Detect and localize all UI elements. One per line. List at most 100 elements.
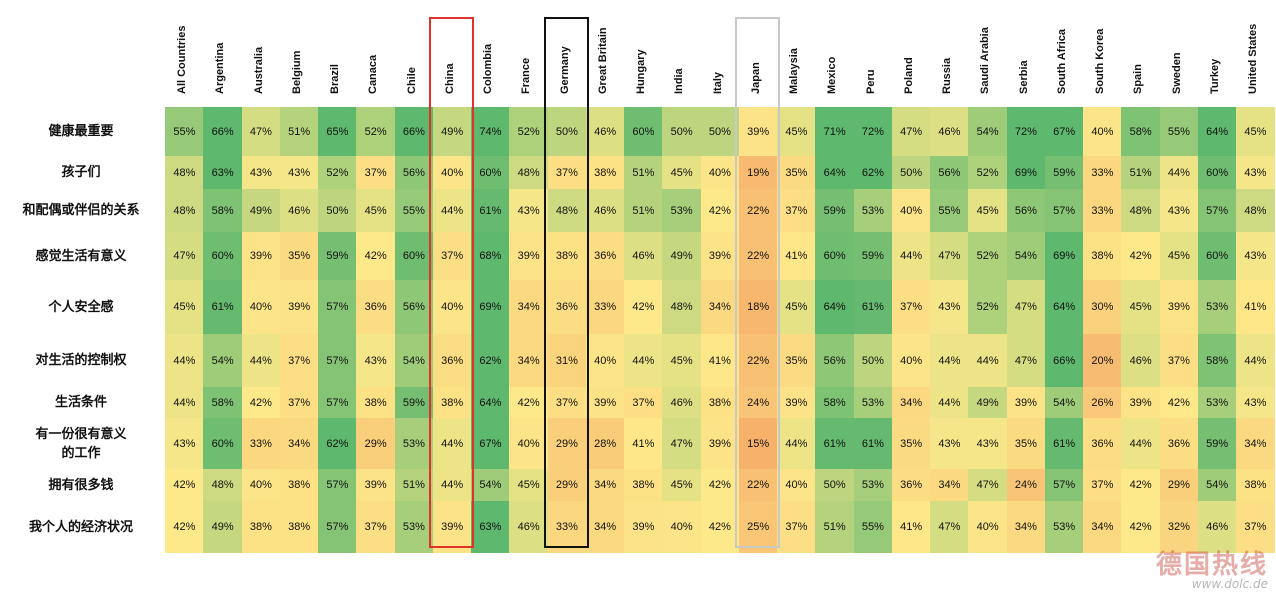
column-header-label: Brazil	[329, 64, 342, 94]
row-label: 孩子们	[61, 165, 101, 180]
heatmap-cell: 40%	[509, 418, 548, 469]
heatmap-cell: 51%	[624, 189, 663, 232]
heatmap-cell: 41%	[624, 418, 663, 469]
heatmap-cell: 41%	[891, 501, 931, 553]
heatmap-cell: 24%	[1006, 469, 1046, 501]
heatmap-cell: 50%	[815, 469, 854, 501]
column-header-label: Mexico	[826, 56, 839, 94]
heatmap-cell: 52%	[509, 107, 548, 156]
heatmap-cell: 33%	[1083, 189, 1122, 232]
heatmap-cell: 50%	[700, 107, 740, 156]
heatmap-cell: 54%	[203, 334, 242, 387]
heatmap-cell: 43%	[968, 418, 1007, 469]
heatmap-cell: 46%	[1121, 334, 1160, 387]
column-header: Brazil	[318, 0, 356, 100]
heatmap-cell: 64%	[471, 387, 510, 418]
heatmap-cell: 51%	[279, 107, 319, 156]
heatmap-cell: 37%	[547, 387, 587, 418]
heatmap-cell: 59%	[853, 232, 893, 280]
heatmap-cell: 40%	[241, 280, 281, 334]
column-header: Great Britain	[586, 0, 624, 100]
heatmap-cell: 55%	[930, 189, 969, 232]
heatmap-cell: 60%	[1197, 232, 1237, 280]
heatmap-cell: 57%	[318, 501, 357, 553]
heatmap-cell: 40%	[662, 501, 701, 553]
heatmap-cell: 43%	[509, 189, 548, 232]
column-header: Argentina	[203, 0, 241, 100]
heatmap-cell: 46%	[509, 501, 548, 553]
heatmap-cell: 48%	[1236, 189, 1275, 232]
heatmap-cell: 34%	[891, 387, 931, 418]
heatmap-cell: 62%	[853, 156, 893, 189]
row-label: 和配偶或伴侣的关系	[22, 203, 140, 218]
heatmap-cell: 43%	[930, 280, 969, 334]
heatmap-cell: 54%	[1044, 387, 1084, 418]
heatmap-cell: 40%	[968, 501, 1007, 553]
heatmap-cell: 53%	[853, 387, 893, 418]
heatmap-cell: 61%	[853, 418, 893, 469]
heatmap-cell: 53%	[394, 501, 434, 553]
heatmap-cell: 38%	[624, 469, 663, 501]
heatmap-cell: 41%	[700, 334, 740, 387]
heatmap-cell: 42%	[1121, 469, 1160, 501]
row-label: 个人安全感	[48, 299, 114, 315]
heatmap-cell: 57%	[318, 280, 357, 334]
heatmap-cell: 34%	[1236, 418, 1275, 469]
column-header: Sweden	[1160, 0, 1198, 100]
heatmap-cell: 60%	[624, 107, 663, 156]
heatmap-cell: 33%	[547, 501, 587, 553]
heatmap-cell: 43%	[165, 418, 204, 469]
heatmap-cell: 66%	[1044, 334, 1084, 387]
heatmap-cell: 31%	[547, 334, 587, 387]
heatmap-cell: 37%	[891, 280, 931, 334]
column-header-label: France	[520, 57, 533, 94]
column-header-label: China	[443, 63, 456, 94]
heatmap-cell: 54%	[1006, 232, 1046, 280]
column-header: Spain	[1121, 0, 1159, 100]
heatmap-cell: 74%	[471, 107, 510, 156]
heatmap-cell: 53%	[394, 418, 434, 469]
heatmap-cell: 44%	[1159, 156, 1199, 189]
heatmap-cell: 39%	[738, 107, 778, 156]
column-header-label: Argentina	[214, 42, 227, 94]
heatmap-cell: 39%	[777, 387, 816, 418]
heatmap-cell: 56%	[930, 156, 969, 189]
column-header: South Africa	[1045, 0, 1083, 100]
heatmap-cell: 42%	[1121, 501, 1160, 553]
heatmap-cell: 42%	[356, 232, 395, 280]
heatmap-cell: 64%	[815, 156, 854, 189]
heatmap-cell: 44%	[624, 334, 663, 387]
heatmap-cell: 36%	[585, 232, 625, 280]
heatmap-cell: 37%	[777, 501, 816, 553]
column-header-label: Peru	[864, 69, 877, 94]
column-header-label: Saudi Arabia	[979, 27, 992, 94]
heatmap-cell: 47%	[662, 418, 701, 469]
heatmap-cell: 45%	[777, 107, 816, 156]
column-header: Hungary	[624, 0, 662, 100]
heatmap-cell: 52%	[968, 232, 1007, 280]
heatmap-cell: 40%	[891, 189, 931, 232]
heatmap-cell: 38%	[1236, 469, 1275, 501]
column-header: Serbia	[1007, 0, 1045, 100]
heatmap-cell: 44%	[165, 387, 204, 418]
heatmap-cell: 37%	[777, 189, 816, 232]
column-header: China	[433, 0, 471, 100]
heatmap-cell: 53%	[853, 189, 893, 232]
heatmap-cell: 43%	[279, 156, 319, 189]
heatmap-cell: 37%	[356, 501, 395, 553]
heatmap-cell: 45%	[777, 280, 816, 334]
heatmap-cell: 32%	[1159, 501, 1199, 553]
row-label: 有一份很有意义 的工作	[35, 426, 127, 461]
heatmap-cell: 45%	[662, 156, 701, 189]
heatmap-cell: 48%	[165, 189, 204, 232]
heatmap-cell: 25%	[738, 501, 778, 553]
heatmap-cell: 49%	[968, 387, 1007, 418]
heatmap-cell: 64%	[1197, 107, 1237, 156]
heatmap-cell: 45%	[509, 469, 548, 501]
column-header: United States	[1236, 0, 1274, 100]
heatmap-cell: 47%	[891, 107, 931, 156]
heatmap-cell: 18%	[738, 280, 778, 334]
heatmap-cell: 36%	[547, 280, 587, 334]
heatmap-cell: 38%	[279, 501, 319, 553]
heatmap-cell: 47%	[241, 107, 281, 156]
